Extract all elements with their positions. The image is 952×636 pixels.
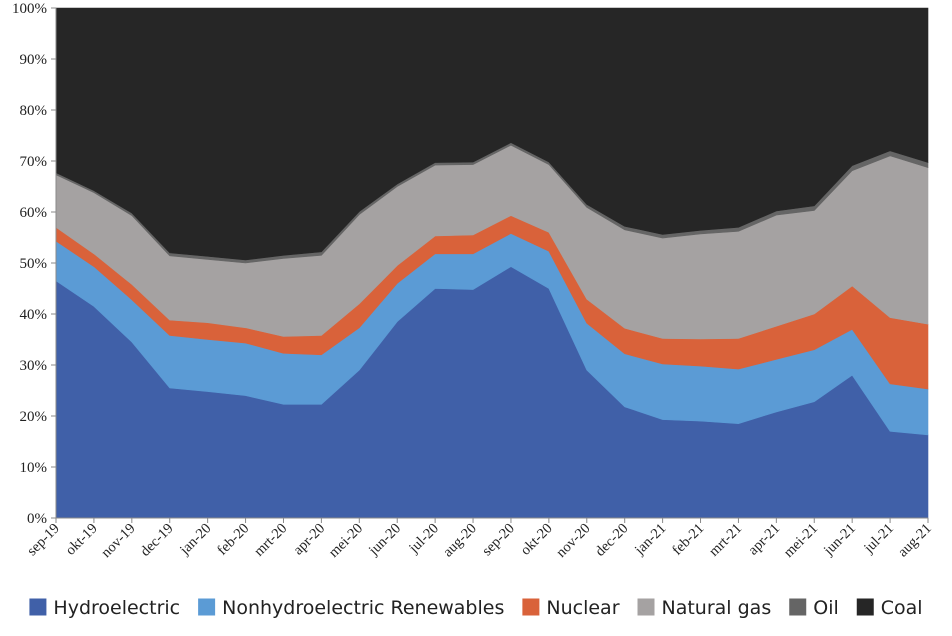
x-tick-label: jul-21 bbox=[860, 521, 897, 558]
legend-swatch bbox=[29, 598, 47, 616]
legend-label: Coal bbox=[881, 597, 923, 619]
legend-swatch bbox=[789, 598, 807, 616]
legend-label: Natural gas bbox=[662, 597, 772, 619]
y-tick-label: 20% bbox=[20, 409, 48, 425]
x-tick-label: mrt-21 bbox=[706, 521, 745, 560]
x-tick-label: apr-21 bbox=[745, 521, 783, 559]
x-tick-label: apr-20 bbox=[290, 521, 328, 559]
x-tick-label: jun-20 bbox=[365, 521, 404, 560]
x-tick-label: aug-21 bbox=[895, 521, 935, 561]
legend: Hydroelectric Nonhydroelectric Renewables… bbox=[29, 597, 923, 619]
legend-label: Hydroelectric bbox=[53, 597, 180, 619]
y-axis: 0% 10% 20% 30% 40% 50% 60% 70% 80% 90% 100% bbox=[12, 1, 57, 527]
y-tick-label: 90% bbox=[20, 52, 48, 68]
legend-swatch bbox=[522, 598, 540, 616]
y-tick-label: 60% bbox=[20, 205, 48, 221]
y-tick-label: 70% bbox=[20, 154, 48, 170]
y-tick-label: 100% bbox=[12, 1, 47, 17]
legend-swatch bbox=[637, 598, 655, 616]
x-tick-label: okt-19 bbox=[63, 521, 101, 559]
x-tick-label: nov-20 bbox=[553, 521, 593, 561]
x-tick-label: jul-20 bbox=[405, 521, 442, 558]
legend-swatch bbox=[856, 598, 874, 616]
area-series-group bbox=[55, 7, 929, 519]
x-tick-label: jan-21 bbox=[631, 521, 669, 559]
legend-item: Hydroelectric bbox=[29, 597, 180, 619]
x-tick-label: mei-20 bbox=[326, 521, 366, 561]
x-tick-label: feb-20 bbox=[214, 521, 252, 559]
x-tick-label: dec-20 bbox=[592, 521, 631, 560]
x-tick-label: aug-20 bbox=[440, 521, 480, 561]
y-tick-label: 50% bbox=[20, 256, 48, 272]
legend-label: Nonhydroelectric Renewables bbox=[222, 597, 504, 619]
y-tick-label: 40% bbox=[20, 307, 48, 323]
y-tick-label: 80% bbox=[20, 103, 48, 119]
area-series-coal bbox=[55, 7, 929, 261]
x-tick-label: mei-21 bbox=[781, 521, 821, 561]
y-tick-label: 0% bbox=[27, 511, 47, 527]
legend-label: Nuclear bbox=[546, 597, 619, 619]
x-tick-label: okt-20 bbox=[518, 521, 556, 559]
legend-item: Oil bbox=[789, 597, 839, 619]
legend-item: Nuclear bbox=[522, 597, 620, 619]
legend-label: Oil bbox=[813, 597, 839, 619]
x-tick-label: mrt-20 bbox=[251, 521, 290, 560]
y-tick-label: 10% bbox=[20, 460, 48, 476]
legend-item: Natural gas bbox=[637, 597, 772, 619]
legend-item: Nonhydroelectric Renewables bbox=[198, 597, 504, 619]
x-tick-label: jan-20 bbox=[176, 521, 214, 559]
x-tick-label: nov-19 bbox=[98, 521, 138, 561]
x-tick-label: jun-21 bbox=[820, 521, 859, 560]
legend-item: Coal bbox=[856, 597, 923, 619]
y-tick-label: 30% bbox=[20, 358, 48, 374]
legend-swatch bbox=[198, 598, 216, 616]
x-tick-label: sep-20 bbox=[479, 521, 518, 560]
x-tick-label: dec-19 bbox=[137, 521, 176, 560]
x-tick-label: feb-21 bbox=[669, 521, 707, 559]
